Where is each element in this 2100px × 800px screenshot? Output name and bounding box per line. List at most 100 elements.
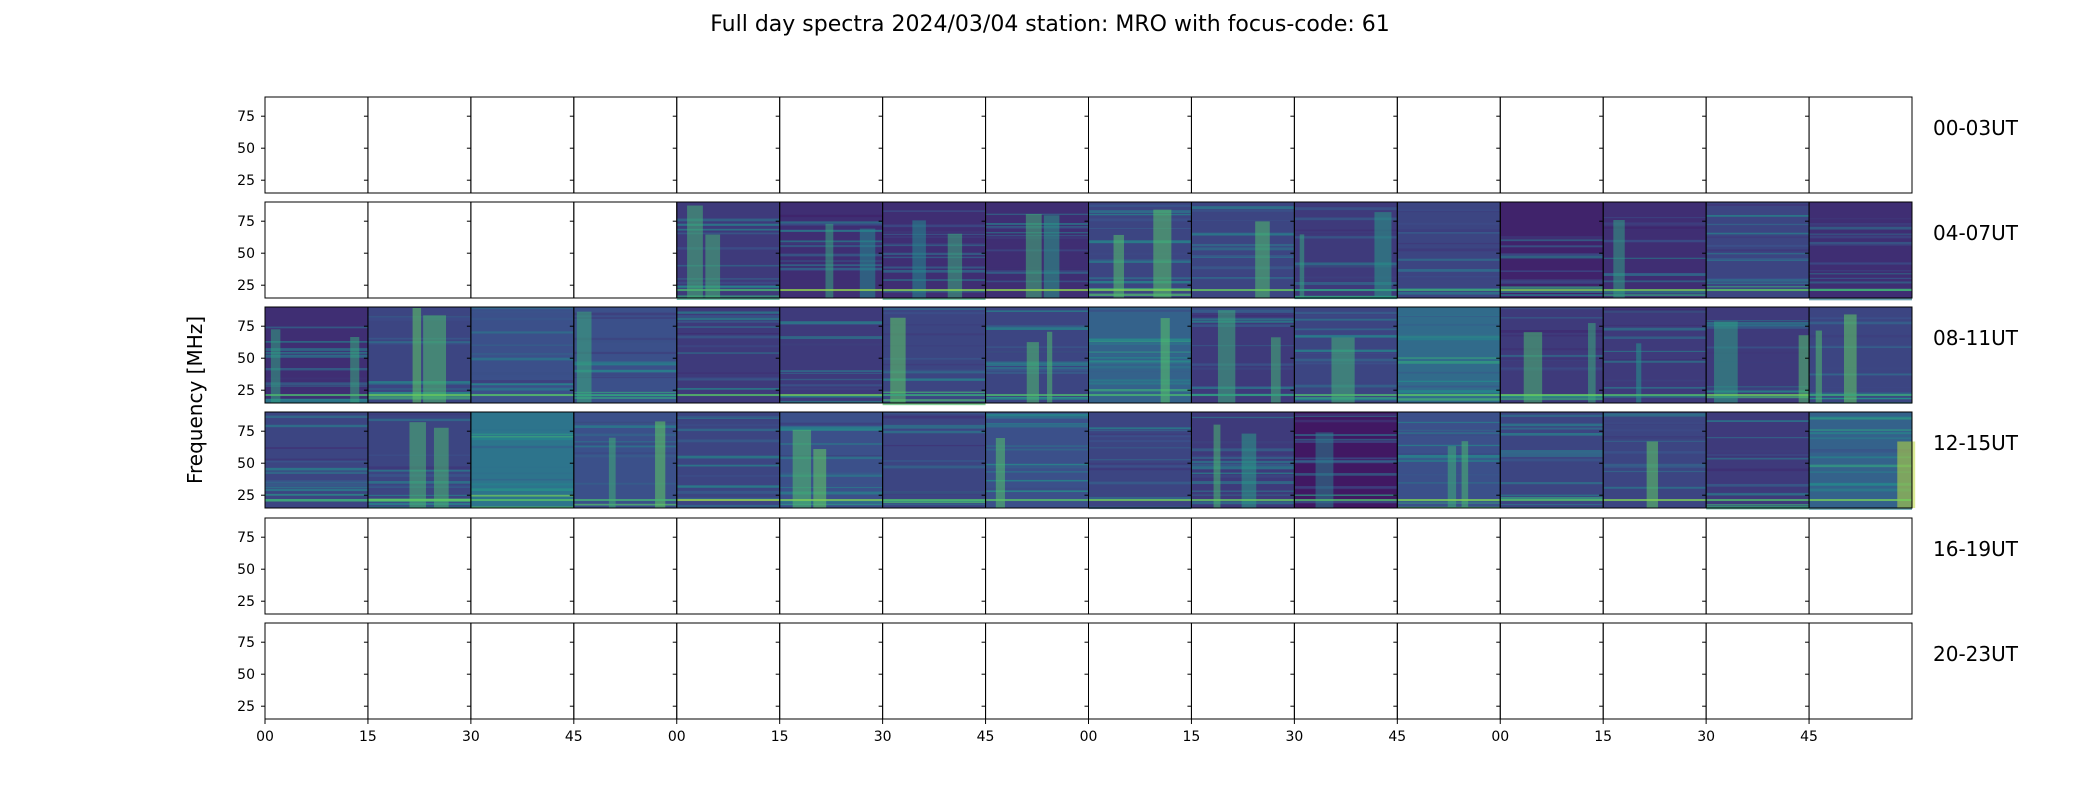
y-tick-label: 25 bbox=[237, 488, 255, 504]
row-label: 20-23UT bbox=[1933, 642, 2019, 666]
row-label: 16-19UT bbox=[1933, 537, 2019, 561]
spectrum-panel bbox=[1397, 307, 1501, 403]
y-tick-label: 75 bbox=[237, 635, 255, 651]
panel-frame bbox=[985, 96, 1089, 194]
y-tick-label: 75 bbox=[237, 109, 255, 125]
chart-title: Full day spectra 2024/03/04 station: MRO… bbox=[710, 12, 1390, 37]
spectrum-panel bbox=[1088, 202, 1192, 298]
y-tick-label: 25 bbox=[237, 383, 255, 399]
panel-frame bbox=[1808, 201, 1913, 299]
spectrum-panel bbox=[1706, 412, 1810, 508]
x-tick-label: 30 bbox=[462, 729, 480, 745]
panel-frame bbox=[676, 622, 781, 720]
panel-frame bbox=[1808, 411, 1913, 509]
panel-frame bbox=[1602, 517, 1707, 615]
panel-frame bbox=[1293, 622, 1398, 720]
panel-frame bbox=[1088, 517, 1192, 615]
panel-frame bbox=[573, 96, 678, 194]
panel-frame bbox=[1190, 622, 1295, 720]
panel-frame bbox=[1808, 96, 1913, 194]
panel-frame bbox=[1396, 517, 1501, 615]
panel-frame bbox=[470, 96, 575, 194]
panel-frame bbox=[676, 96, 781, 194]
panel-frame bbox=[573, 622, 678, 720]
panel-frame bbox=[264, 201, 369, 299]
panel-frame bbox=[1293, 517, 1398, 615]
y-tick-label: 25 bbox=[237, 278, 255, 294]
x-tick-label: 15 bbox=[771, 729, 789, 745]
y-tick-label: 50 bbox=[237, 141, 255, 157]
panel-frame bbox=[367, 96, 472, 194]
panel-frame bbox=[1705, 96, 1810, 194]
panel-frame bbox=[1088, 96, 1192, 194]
x-tick-label: 45 bbox=[977, 729, 995, 745]
panel-frame bbox=[470, 517, 575, 615]
x-tick-label: 15 bbox=[359, 729, 377, 745]
y-tick-label: 75 bbox=[237, 530, 255, 546]
panel-frame bbox=[1808, 306, 1913, 404]
panel-frame bbox=[264, 622, 369, 720]
panel-frame bbox=[1602, 622, 1707, 720]
panel-frame bbox=[1499, 96, 1604, 194]
panel-frame bbox=[1293, 96, 1398, 194]
panel-frame bbox=[573, 517, 678, 615]
x-tick-label: 30 bbox=[1697, 729, 1715, 745]
row-label: 12-15UT bbox=[1933, 431, 2019, 455]
panel-frame bbox=[1190, 96, 1295, 194]
panel-frame bbox=[779, 517, 884, 615]
spectrum-panel bbox=[1809, 307, 1912, 403]
panel-frame bbox=[1808, 517, 1913, 615]
panel-frame bbox=[367, 517, 472, 615]
panel-frame bbox=[1705, 517, 1810, 615]
spectrum-panel bbox=[882, 202, 986, 298]
y-tick-label: 50 bbox=[237, 456, 255, 472]
y-tick-label: 25 bbox=[237, 594, 255, 610]
panel-frame bbox=[367, 201, 472, 299]
y-tick-label: 75 bbox=[237, 319, 255, 335]
panel-frame bbox=[882, 517, 987, 615]
panel-frame bbox=[470, 622, 575, 720]
x-tick-label: 00 bbox=[1080, 729, 1098, 745]
y-tick-label: 50 bbox=[237, 246, 255, 262]
row-label: 08-11UT bbox=[1933, 326, 2019, 350]
spectrum-panel bbox=[1809, 412, 1912, 508]
y-tick-label: 50 bbox=[237, 351, 255, 367]
panel-frame bbox=[367, 622, 472, 720]
panel-frame bbox=[1396, 96, 1501, 194]
panel-frame bbox=[264, 96, 369, 194]
spectrum-panel bbox=[1294, 412, 1398, 508]
panel-frame bbox=[779, 96, 884, 194]
x-tick-label: 45 bbox=[1388, 729, 1406, 745]
panel-frame bbox=[264, 517, 369, 615]
panel-frame bbox=[1499, 517, 1604, 615]
panel-frame bbox=[470, 201, 575, 299]
panel-frame bbox=[1190, 517, 1295, 615]
panel-frame bbox=[779, 622, 884, 720]
panel-frame bbox=[1808, 622, 1913, 720]
y-tick-label: 50 bbox=[237, 667, 255, 683]
x-tick-label: 15 bbox=[1183, 729, 1201, 745]
x-tick-label: 30 bbox=[1285, 729, 1303, 745]
x-tick-label: 30 bbox=[874, 729, 892, 745]
row-label: 04-07UT bbox=[1933, 221, 2019, 245]
panel-frame bbox=[882, 96, 987, 194]
panel-frame bbox=[1499, 622, 1604, 720]
x-tick-label: 15 bbox=[1594, 729, 1612, 745]
y-tick-label: 75 bbox=[237, 214, 255, 230]
panel-frame bbox=[1602, 96, 1707, 194]
x-tick-label: 00 bbox=[1491, 729, 1509, 745]
y-tick-label: 25 bbox=[237, 173, 255, 189]
x-tick-label: 45 bbox=[565, 729, 583, 745]
y-tick-label: 75 bbox=[237, 424, 255, 440]
x-tick-label: 00 bbox=[668, 729, 686, 745]
y-tick-label: 25 bbox=[237, 699, 255, 715]
panel-frame bbox=[985, 517, 1089, 615]
panel-frame bbox=[1705, 622, 1810, 720]
x-tick-label: 45 bbox=[1800, 729, 1818, 745]
spectrum-panel bbox=[676, 307, 780, 403]
panel-frame bbox=[1396, 622, 1501, 720]
row-label: 00-03UT bbox=[1933, 116, 2019, 140]
panel-frame bbox=[676, 517, 781, 615]
panel-frame bbox=[985, 622, 1089, 720]
